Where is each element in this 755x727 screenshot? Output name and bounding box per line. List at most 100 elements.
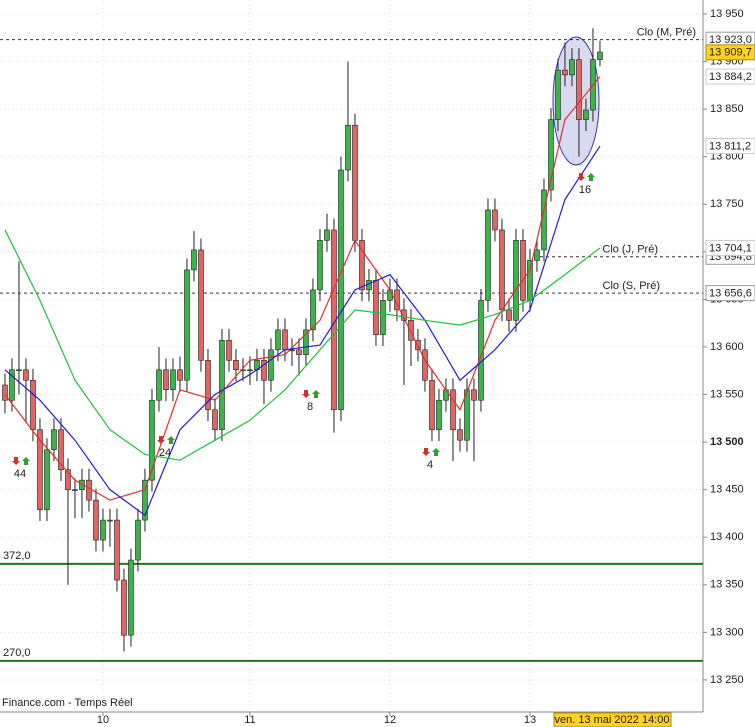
price-tag-label: 13 884,2 — [709, 71, 752, 83]
candle-body — [317, 240, 323, 291]
signal-arrow-up — [312, 390, 320, 398]
candle-body — [121, 579, 127, 636]
candle-body — [205, 359, 211, 411]
candle-body — [373, 280, 379, 335]
candle-body — [163, 369, 169, 391]
candle-body — [58, 429, 64, 470]
candle-body — [541, 189, 547, 251]
x-tick-label: 12 — [384, 714, 396, 726]
candle-body — [142, 479, 148, 521]
y-tick-label: 13 500 — [710, 436, 744, 448]
y-tick-label: 13 950 — [710, 8, 744, 20]
candle-body — [310, 289, 316, 331]
price-tag-label: 13 811,2 — [709, 140, 751, 152]
candle-body — [268, 349, 274, 381]
candle-body — [233, 359, 239, 371]
price-tag — [705, 239, 755, 256]
candle-body — [212, 409, 218, 431]
candle-body — [296, 349, 302, 355]
candle-body — [72, 489, 78, 491]
moving-average — [4, 229, 601, 461]
candle-body — [282, 329, 288, 351]
candle-body — [65, 469, 71, 490]
candle-body — [555, 69, 561, 120]
candle-body — [226, 340, 232, 361]
candle-body — [9, 369, 15, 401]
candle-body — [401, 309, 407, 321]
cursor-label: ven. 13 mai 2022 14:00 — [555, 714, 670, 726]
candle-body — [499, 229, 505, 311]
price-tag-label: 13 704,1 — [709, 242, 752, 254]
candle-body — [513, 240, 519, 321]
candle-body — [170, 369, 176, 391]
signal-arrow-up — [22, 457, 30, 465]
candle-body — [135, 519, 141, 561]
signal-arrow-up — [167, 436, 175, 444]
candle-body — [30, 379, 36, 431]
candle-body — [177, 369, 183, 381]
candle-body — [548, 119, 554, 191]
y-tick-label: 13 600 — [710, 341, 744, 353]
y-tick-label: 13 550 — [710, 388, 744, 400]
candle-body — [114, 519, 120, 581]
price-tag — [705, 44, 755, 61]
candle-body — [93, 499, 99, 541]
candle-body — [576, 59, 582, 120]
candle-body — [436, 399, 442, 431]
candle-body — [128, 559, 134, 636]
candle-body — [184, 269, 190, 381]
candle-body — [485, 209, 491, 301]
candle-body — [37, 429, 43, 510]
y-tick-label: 13 350 — [710, 579, 744, 591]
candle-body — [2, 384, 8, 401]
candle-body — [408, 320, 414, 341]
candle-body — [219, 340, 225, 431]
price-tag-label: 13 923,0 — [709, 34, 752, 46]
signal-arrow-up — [587, 173, 595, 181]
candle-body — [583, 109, 589, 120]
y-tick-label: 13 250 — [710, 674, 744, 686]
signal-arrow-down — [302, 390, 310, 398]
level-label: 372,0 — [3, 550, 31, 562]
price-tag-label: 13 909,7 — [709, 47, 752, 59]
candle-body — [380, 300, 386, 335]
level-label: 270,0 — [3, 647, 31, 659]
y-tick-label: 13 450 — [710, 484, 744, 496]
y-tick-label: 13 900 — [710, 55, 744, 67]
candle-body — [149, 399, 155, 481]
signal-label: 24 — [159, 447, 171, 459]
signal-arrow-down — [577, 173, 585, 181]
signal-label: 16 — [579, 184, 591, 196]
candle-body — [324, 229, 330, 241]
cursor-box — [553, 712, 672, 727]
signal-arrow-down — [12, 457, 20, 465]
moving-average — [4, 145, 601, 517]
candle-body — [527, 260, 533, 301]
candle-body — [247, 369, 253, 372]
price-tag — [705, 68, 755, 85]
candle-body — [450, 389, 456, 431]
candle-body — [51, 429, 57, 451]
candle-body — [597, 51, 603, 60]
candle-body — [16, 369, 22, 372]
price-tag — [705, 285, 755, 302]
candle-body — [303, 329, 309, 355]
signal-arrow-down — [422, 448, 430, 456]
candle-body — [191, 249, 197, 271]
signal-label: 8 — [307, 401, 313, 413]
candle-body — [492, 209, 498, 231]
candle-body — [422, 349, 428, 381]
signal-label: 44 — [14, 468, 26, 480]
footer: Finance.com - Temps Réel — [2, 697, 133, 709]
candle-body — [44, 449, 50, 510]
candle-body — [471, 389, 477, 401]
candle-body — [506, 309, 512, 321]
candle-body — [100, 519, 106, 541]
candle-body — [23, 369, 29, 381]
x-tick-label: 11 — [244, 714, 255, 726]
candle-body — [275, 329, 281, 351]
candle-body — [359, 240, 365, 291]
signal-arrow-down — [157, 436, 165, 444]
